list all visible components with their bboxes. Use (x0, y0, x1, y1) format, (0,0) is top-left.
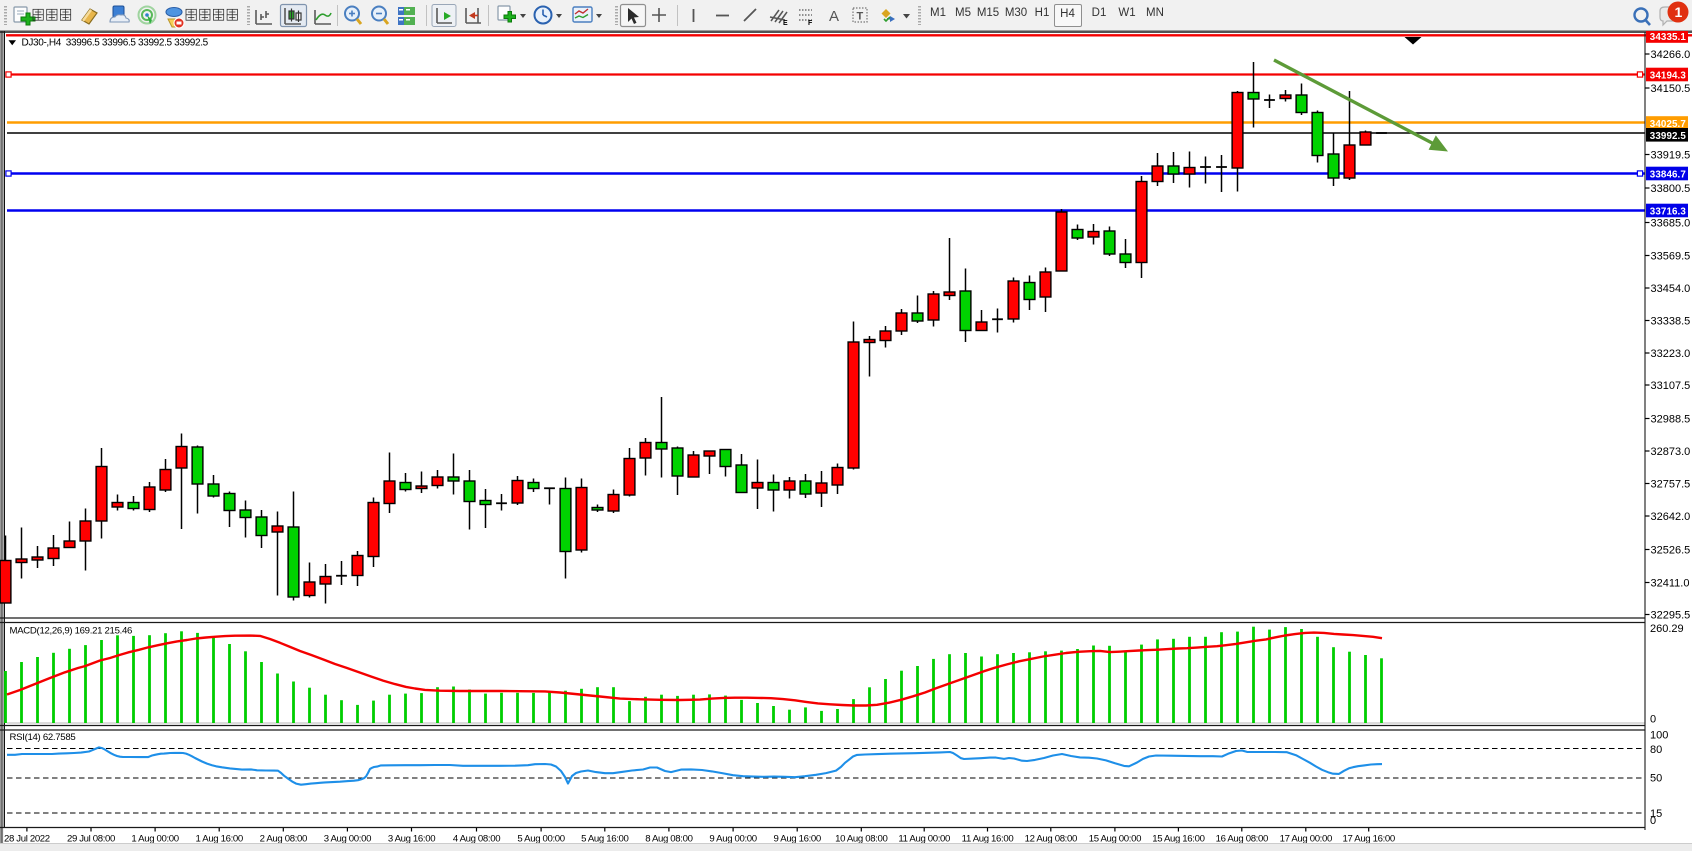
svg-text:8 Aug 08:00: 8 Aug 08:00 (645, 834, 692, 845)
svg-text:33992.5: 33992.5 (1650, 131, 1687, 142)
svg-text:9 Aug 16:00: 9 Aug 16:00 (774, 834, 821, 845)
svg-text:12 Aug 08:00: 12 Aug 08:00 (1025, 834, 1077, 845)
svg-text:50: 50 (1650, 773, 1662, 785)
svg-text:260.29: 260.29 (1650, 623, 1684, 635)
svg-text:1: 1 (1675, 4, 1683, 20)
svg-text:33223.0: 33223.0 (1651, 348, 1691, 360)
svg-text:4 Aug 08:00: 4 Aug 08:00 (453, 834, 500, 845)
svg-text:MACD(12,26,9) 169.21 215.46: MACD(12,26,9) 169.21 215.46 (10, 626, 133, 637)
svg-text:DJ30-,H4 33996.5 33996.5 3399: DJ30-,H4 33996.5 33996.5 33992.5 33992.5 (22, 37, 209, 48)
svg-text:33338.5: 33338.5 (1651, 316, 1691, 328)
svg-text:80: 80 (1650, 744, 1662, 756)
svg-text:15 Aug 00:00: 15 Aug 00:00 (1089, 834, 1141, 845)
svg-text:32757.5: 32757.5 (1651, 479, 1691, 491)
svg-text:A: A (829, 8, 839, 25)
svg-text:RSI(14) 62.7585: RSI(14) 62.7585 (10, 732, 76, 743)
svg-text:10 Aug 08:00: 10 Aug 08:00 (835, 834, 887, 845)
svg-text:11 Aug 16:00: 11 Aug 16:00 (962, 834, 1014, 845)
svg-text:E: E (783, 20, 788, 27)
svg-text:0: 0 (1650, 815, 1656, 827)
svg-text:2 Aug 08:00: 2 Aug 08:00 (260, 834, 307, 845)
svg-text:33846.7: 33846.7 (1650, 170, 1687, 181)
svg-text:32642.0: 32642.0 (1651, 511, 1691, 523)
svg-text:32988.5: 32988.5 (1651, 414, 1691, 426)
svg-text:11 Aug 00:00: 11 Aug 00:00 (898, 834, 950, 845)
svg-text:17 Aug 00:00: 17 Aug 00:00 (1280, 834, 1332, 845)
svg-text:15 Aug 16:00: 15 Aug 16:00 (1152, 834, 1204, 845)
svg-text:17 Aug 16:00: 17 Aug 16:00 (1343, 834, 1395, 845)
svg-text:15: 15 (1650, 808, 1662, 820)
svg-text:34266.0: 34266.0 (1651, 49, 1691, 61)
svg-text:33569.5: 33569.5 (1651, 251, 1691, 263)
svg-text:32295.5: 32295.5 (1651, 610, 1691, 622)
svg-text:34150.5: 34150.5 (1651, 83, 1691, 95)
svg-text:0: 0 (1650, 714, 1656, 726)
svg-text:28 Jul 2022: 28 Jul 2022 (4, 834, 50, 845)
svg-text:33454.0: 33454.0 (1651, 283, 1691, 295)
svg-text:33800.5: 33800.5 (1651, 183, 1691, 195)
svg-text:1 Aug 16:00: 1 Aug 16:00 (196, 834, 243, 845)
svg-text:F: F (808, 20, 813, 27)
svg-text:3 Aug 00:00: 3 Aug 00:00 (324, 834, 371, 845)
svg-text:34025.7: 34025.7 (1650, 119, 1687, 130)
svg-text:5 Aug 00:00: 5 Aug 00:00 (517, 834, 564, 845)
svg-text:32873.0: 32873.0 (1651, 446, 1691, 458)
svg-text:1 Aug 00:00: 1 Aug 00:00 (131, 834, 178, 845)
svg-text:33716.3: 33716.3 (1650, 207, 1687, 218)
svg-text:T: T (857, 11, 864, 23)
svg-text:32411.0: 32411.0 (1651, 578, 1690, 590)
svg-text:29 Jul 08:00: 29 Jul 08:00 (67, 834, 115, 845)
svg-text:33919.5: 33919.5 (1651, 150, 1691, 162)
svg-text:100: 100 (1650, 730, 1668, 742)
svg-text:9 Aug 00:00: 9 Aug 00:00 (709, 834, 756, 845)
svg-text:33685.0: 33685.0 (1651, 218, 1691, 230)
svg-text:34335.1: 34335.1 (1650, 32, 1687, 43)
svg-text:33107.5: 33107.5 (1651, 380, 1691, 392)
svg-text:32526.5: 32526.5 (1651, 545, 1691, 557)
svg-text:16 Aug 08:00: 16 Aug 08:00 (1216, 834, 1268, 845)
svg-text:34194.3: 34194.3 (1650, 71, 1687, 82)
svg-text:5 Aug 16:00: 5 Aug 16:00 (581, 834, 628, 845)
svg-text:3 Aug 16:00: 3 Aug 16:00 (388, 834, 435, 845)
